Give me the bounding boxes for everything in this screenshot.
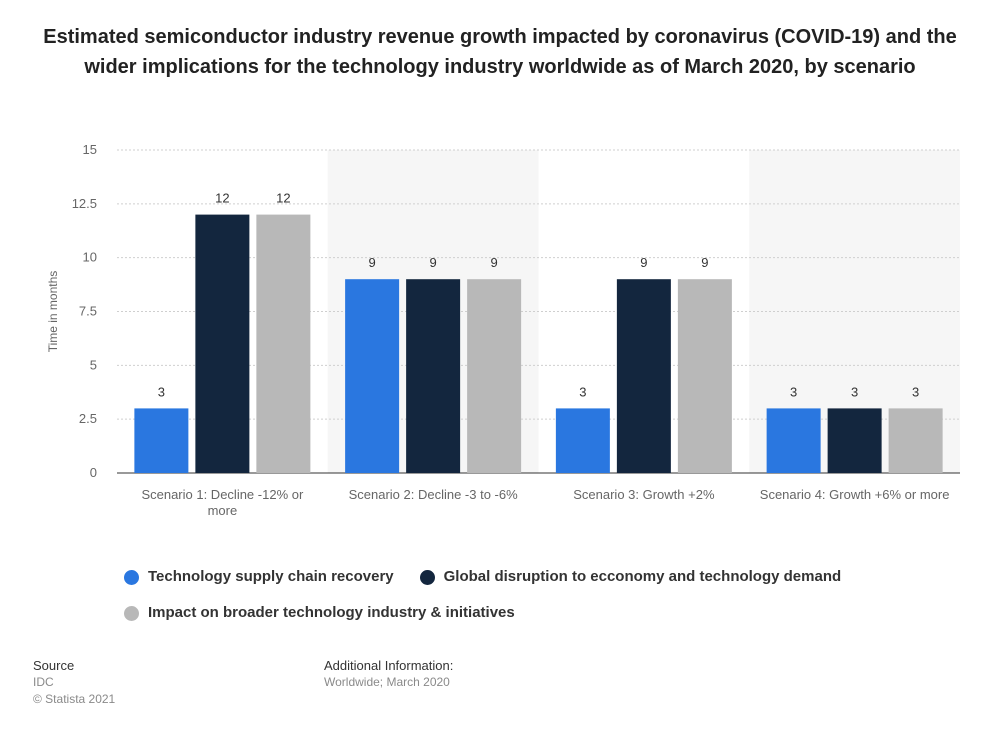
copyright: © Statista 2021 (33, 692, 116, 706)
data-label-global-disruption-scenario-3: 9 (640, 255, 647, 270)
legend-item-supply-chain[interactable]: Technology supply chain recovery (124, 566, 394, 588)
bar-supply-chain-scenario-1 (134, 408, 189, 473)
data-label-broader-impact-scenario-4: 3 (912, 384, 919, 399)
y-axis-title: Time in months (46, 271, 60, 353)
bar-broader-impact-scenario-3 (677, 279, 732, 473)
additional-info-heading: Additional Information: (324, 658, 454, 673)
y-tick-label-2-5: 2.5 (79, 411, 97, 426)
data-label-broader-impact-scenario-1: 12 (276, 191, 290, 206)
legend-label-supply-chain: Technology supply chain recovery (148, 568, 394, 585)
legend-label-broader-impact: Impact on broader technology industry & … (148, 604, 515, 621)
legend: Technology supply chain recovery Global … (124, 566, 924, 624)
additional-info-value: Worldwide; March 2020 (324, 675, 450, 689)
x-tick-label-scenario-2: Scenario 2: Decline -3 to -6% (349, 487, 519, 502)
data-label-broader-impact-scenario-2: 9 (491, 255, 498, 270)
data-label-global-disruption-scenario-1: 12 (215, 191, 229, 206)
bar-global-disruption-scenario-4 (827, 408, 882, 473)
bar-global-disruption-scenario-3 (616, 279, 671, 473)
legend-item-broader-impact[interactable]: Impact on broader technology industry & … (124, 602, 515, 624)
y-tick-label-12-5: 12.5 (72, 196, 97, 211)
data-label-supply-chain-scenario-2: 9 (369, 255, 376, 270)
y-tick-label-15: 15 (83, 142, 97, 157)
bar-broader-impact-scenario-4 (888, 408, 943, 473)
data-label-supply-chain-scenario-1: 3 (158, 384, 165, 399)
bar-broader-impact-scenario-1 (256, 214, 311, 473)
source-value[interactable]: IDC (33, 675, 54, 689)
y-tick-label-5: 5 (90, 357, 97, 372)
bar-global-disruption-scenario-1 (195, 214, 250, 473)
legend-label-global-disruption: Global disruption to ecconomy and techno… (443, 568, 842, 585)
x-tick-label-scenario-3: Scenario 3: Growth +2% (573, 487, 715, 502)
y-tick-label-10: 10 (83, 250, 97, 265)
bar-supply-chain-scenario-2 (345, 279, 400, 473)
x-tick-label-scenario-1: Scenario 1: Decline -12% or more (141, 487, 304, 518)
y-tick-label-7-5: 7.5 (79, 304, 97, 319)
bar-supply-chain-scenario-4 (766, 408, 821, 473)
y-tick-label-0: 0 (90, 465, 97, 480)
data-label-broader-impact-scenario-3: 9 (701, 255, 708, 270)
legend-marker-broader-impact (124, 605, 139, 621)
x-tick-label-scenario-4: Scenario 4: Growth +6% or more (760, 487, 950, 502)
data-label-global-disruption-scenario-2: 9 (430, 255, 437, 270)
source-block: Source IDC © Statista 2021 (33, 657, 115, 708)
source-heading: Source (33, 658, 75, 673)
bar-chart: 0 2.5 5 7.5 10 12.5 15 Time in months 3 12 12 9 9 9 3 9… (46, 142, 960, 518)
bar-global-disruption-scenario-2 (406, 279, 461, 473)
data-label-supply-chain-scenario-4: 3 (790, 384, 797, 399)
data-label-global-disruption-scenario-4: 3 (851, 384, 858, 399)
legend-marker-global-disruption (419, 569, 435, 585)
bar-supply-chain-scenario-3 (555, 408, 610, 473)
additional-info-block: Additional Information: Worldwide; March… (324, 657, 453, 691)
chart-title: Estimated semiconductor industry revenue… (43, 26, 957, 78)
data-label-supply-chain-scenario-3: 3 (579, 384, 586, 399)
legend-marker-supply-chain (124, 569, 139, 585)
legend-item-global-disruption[interactable]: Global disruption to ecconomy and techno… (419, 566, 842, 588)
bar-broader-impact-scenario-2 (467, 279, 522, 473)
